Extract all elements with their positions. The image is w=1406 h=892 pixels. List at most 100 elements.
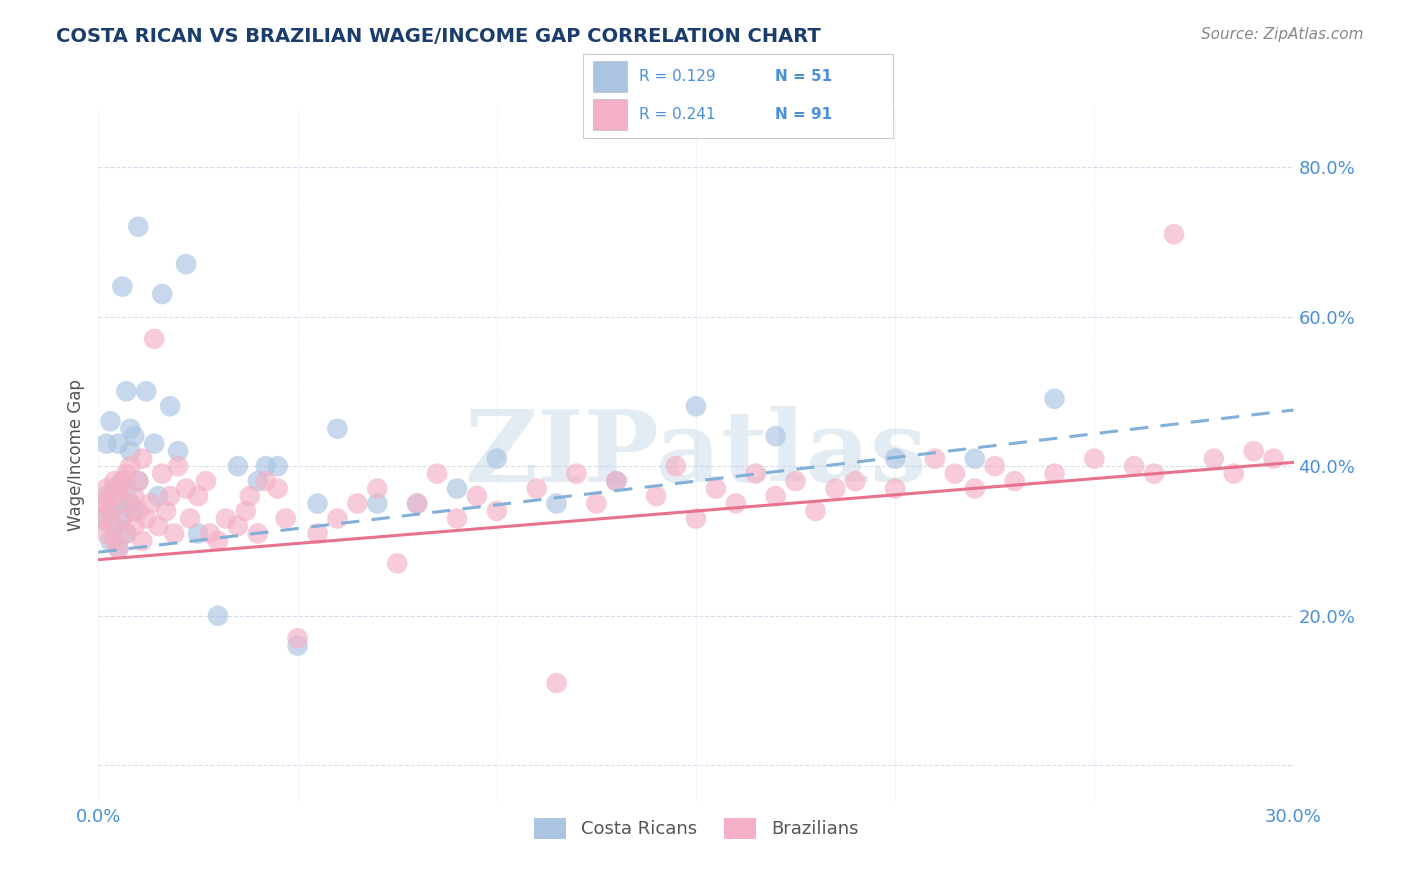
Y-axis label: Wage/Income Gap: Wage/Income Gap bbox=[66, 379, 84, 531]
Point bbox=[246, 474, 269, 488]
Point bbox=[246, 526, 269, 541]
Point bbox=[824, 482, 846, 496]
Point bbox=[645, 489, 668, 503]
Point bbox=[115, 526, 138, 541]
Point bbox=[155, 504, 177, 518]
Point bbox=[163, 526, 186, 541]
Text: ZIPatlas: ZIPatlas bbox=[465, 407, 927, 503]
Point bbox=[1223, 467, 1246, 481]
Point bbox=[385, 557, 409, 571]
FancyBboxPatch shape bbox=[593, 99, 627, 130]
Point bbox=[98, 519, 122, 533]
Point bbox=[139, 497, 162, 511]
Point bbox=[235, 504, 257, 518]
FancyBboxPatch shape bbox=[593, 62, 627, 92]
Point bbox=[159, 399, 181, 413]
Point bbox=[167, 444, 190, 458]
Point bbox=[98, 504, 122, 518]
Point bbox=[111, 511, 134, 525]
Point bbox=[685, 511, 707, 525]
Point bbox=[98, 504, 122, 518]
Point bbox=[120, 497, 142, 511]
Point bbox=[159, 489, 181, 503]
Point bbox=[406, 497, 429, 511]
Point bbox=[115, 467, 138, 481]
Point bbox=[107, 482, 129, 496]
Point bbox=[274, 511, 297, 525]
Point bbox=[346, 497, 368, 511]
Point bbox=[107, 541, 129, 556]
Point bbox=[127, 504, 149, 518]
Point bbox=[131, 451, 153, 466]
Point bbox=[207, 608, 229, 623]
Point bbox=[111, 511, 134, 525]
Point bbox=[143, 332, 166, 346]
Point bbox=[446, 511, 468, 525]
Point bbox=[107, 482, 129, 496]
Point bbox=[96, 489, 118, 503]
Point bbox=[120, 422, 142, 436]
Point bbox=[765, 489, 787, 503]
Point bbox=[98, 414, 122, 428]
Point bbox=[884, 482, 907, 496]
Point bbox=[326, 511, 349, 525]
Point bbox=[198, 526, 221, 541]
Point bbox=[103, 474, 125, 488]
Point bbox=[526, 482, 548, 496]
Point bbox=[107, 541, 129, 556]
Point bbox=[254, 474, 277, 488]
Text: R = 0.129: R = 0.129 bbox=[640, 69, 716, 84]
Point bbox=[465, 489, 488, 503]
Point bbox=[307, 526, 329, 541]
Point bbox=[143, 436, 166, 450]
Point bbox=[215, 511, 238, 525]
Point bbox=[115, 526, 138, 541]
Point bbox=[135, 384, 157, 399]
Point bbox=[179, 511, 201, 525]
Point bbox=[120, 459, 142, 474]
Point bbox=[98, 489, 122, 503]
Text: Source: ZipAtlas.com: Source: ZipAtlas.com bbox=[1201, 27, 1364, 42]
Point bbox=[96, 526, 118, 541]
Point bbox=[546, 676, 568, 690]
Point bbox=[1263, 451, 1285, 466]
Point bbox=[724, 497, 747, 511]
Point bbox=[187, 526, 209, 541]
Point bbox=[96, 497, 118, 511]
Text: N = 91: N = 91 bbox=[775, 107, 832, 122]
Point bbox=[665, 459, 688, 474]
Point bbox=[565, 467, 588, 481]
Point bbox=[1123, 459, 1146, 474]
Point bbox=[366, 497, 388, 511]
Point bbox=[135, 511, 157, 525]
Point bbox=[963, 482, 986, 496]
Point bbox=[120, 444, 142, 458]
Point bbox=[91, 511, 114, 525]
Point bbox=[111, 474, 134, 488]
Point bbox=[1083, 451, 1105, 466]
Point bbox=[1043, 392, 1066, 406]
Point bbox=[585, 497, 607, 511]
Point bbox=[195, 474, 218, 488]
Point bbox=[174, 482, 197, 496]
Point bbox=[91, 511, 114, 525]
Point bbox=[124, 429, 146, 443]
Point bbox=[127, 474, 149, 488]
Point bbox=[745, 467, 768, 481]
Point bbox=[103, 482, 125, 496]
Point bbox=[984, 459, 1007, 474]
Point bbox=[406, 497, 429, 511]
Point bbox=[254, 459, 277, 474]
Point bbox=[1043, 467, 1066, 481]
Point bbox=[107, 497, 129, 511]
Point bbox=[485, 451, 508, 466]
Point bbox=[226, 459, 249, 474]
Point bbox=[207, 533, 229, 548]
Point bbox=[307, 497, 329, 511]
Point bbox=[943, 467, 966, 481]
Point bbox=[267, 459, 290, 474]
Point bbox=[546, 497, 568, 511]
Point bbox=[924, 451, 946, 466]
Point bbox=[685, 399, 707, 413]
Point bbox=[1243, 444, 1265, 458]
